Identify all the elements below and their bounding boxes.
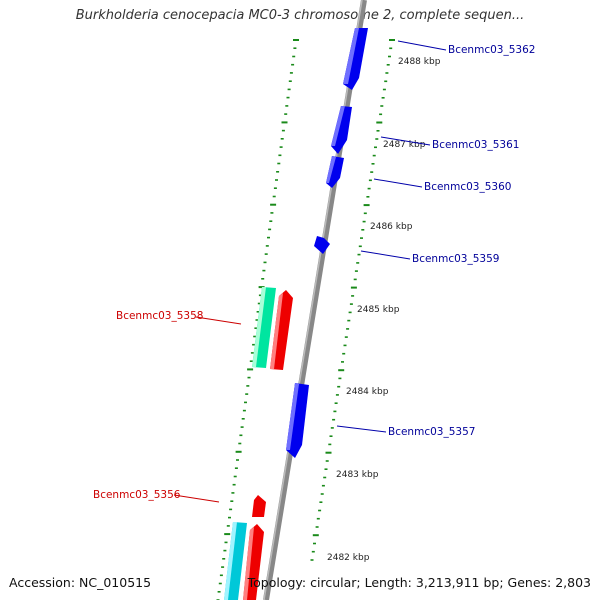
gene-bcenmc03-5357-shade — [286, 383, 299, 450]
kbp-label-2486: 2486 kbp — [370, 222, 413, 232]
gene-red-block-2-shade — [243, 527, 254, 600]
chromosome-backbone-highlight — [263, 0, 363, 600]
gene-label-5362[interactable]: Bcenmc03_5362 — [448, 44, 535, 56]
gene-label-5358[interactable]: Bcenmc03_5358 — [116, 310, 203, 322]
kbp-label-2483: 2483 kbp — [336, 470, 379, 480]
gene-bcenmc03-5356[interactable] — [252, 495, 266, 517]
leader-5358 — [195, 316, 242, 325]
gene-bcenmc03-5361-shade — [331, 106, 345, 146]
accession-label: Accession: NC_010515 — [9, 575, 152, 590]
kbp-label-2482: 2482 kbp — [327, 553, 370, 563]
leader-5357 — [336, 425, 387, 433]
gene-label-5360[interactable]: Bcenmc03_5360 — [424, 181, 511, 193]
leader-5361 — [380, 136, 431, 146]
gene-label-5359[interactable]: Bcenmc03_5359 — [412, 253, 499, 265]
leader-5359 — [360, 250, 411, 260]
forward-genes — [286, 28, 368, 458]
gene-bcenmc03-5360-shade — [326, 156, 336, 183]
kbp-label-2487: 2487 kbp — [383, 140, 426, 150]
gene-label-5356[interactable]: Bcenmc03_5356 — [93, 489, 181, 501]
kbp-scale: 2488 kbp 2487 kbp 2486 kbp 2485 kbp 2484… — [327, 57, 441, 563]
gene-cyan-block-shade — [224, 522, 237, 600]
topology-summary: Topology: circular; Length: 3,213,911 bp… — [247, 575, 591, 590]
gene-bcenmc03-5357[interactable] — [286, 383, 309, 458]
leader-5360 — [373, 178, 423, 188]
gene-red-block-1-shade — [270, 293, 283, 369]
outer-tick-ring — [310, 39, 395, 561]
kbp-label-2488: 2488 kbp — [398, 57, 441, 67]
leader-lines — [173, 40, 447, 503]
gene-bcenmc03-5361[interactable] — [331, 106, 352, 154]
gene-label-5361[interactable]: Bcenmc03_5361 — [432, 139, 519, 151]
gene-bcenmc03-5358-shade — [252, 287, 266, 367]
chromosome-backbone — [263, 0, 367, 600]
leader-5362 — [397, 40, 447, 51]
inner-tick-ring — [216, 39, 299, 600]
kbp-label-2484: 2484 kbp — [346, 387, 389, 397]
gene-label-5357[interactable]: Bcenmc03_5357 — [388, 426, 475, 438]
reverse-genes — [224, 287, 293, 600]
leader-5356 — [173, 494, 220, 503]
gene-bcenmc03-5362-shade — [343, 28, 359, 84]
kbp-label-2485: 2485 kbp — [357, 305, 400, 315]
gene-labels: Bcenmc03_5362 Bcenmc03_5361 Bcenmc03_536… — [93, 44, 535, 501]
gene-bcenmc03-5359[interactable] — [314, 236, 330, 254]
sequence-title: Burkholderia cenocepacia MC0-3 chromosom… — [75, 8, 525, 23]
